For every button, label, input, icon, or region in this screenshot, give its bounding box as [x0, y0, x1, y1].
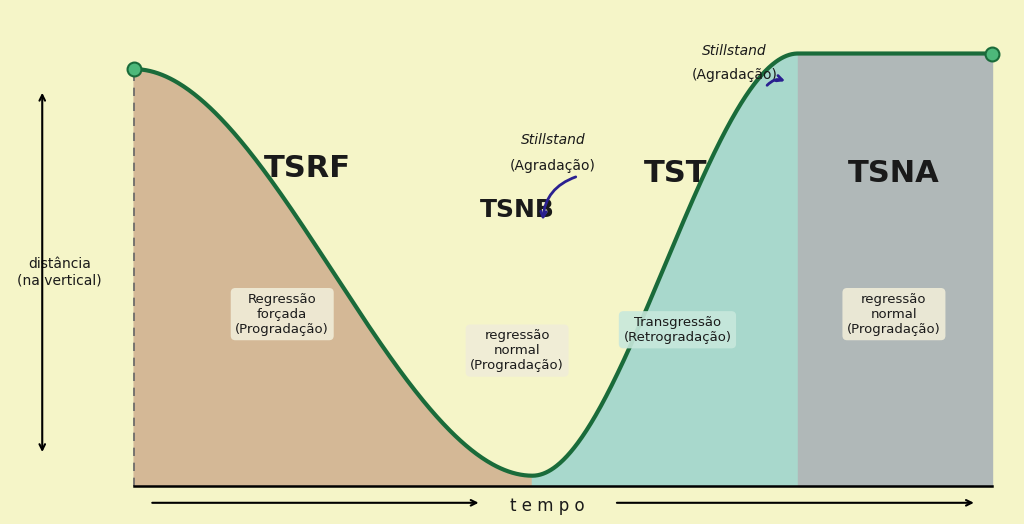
Text: distância
(na vertical): distância (na vertical) — [17, 257, 102, 288]
Text: regressão
normal
(Progradação): regressão normal (Progradação) — [847, 292, 941, 336]
Text: Transgressão
(Retrogradação): Transgressão (Retrogradação) — [624, 316, 731, 344]
Polygon shape — [134, 69, 534, 486]
Text: t e m p o: t e m p o — [510, 497, 585, 515]
Polygon shape — [532, 53, 798, 486]
Polygon shape — [798, 53, 992, 486]
Text: TST: TST — [644, 159, 708, 188]
Text: TSRF: TSRF — [264, 154, 351, 183]
Text: (Agradação): (Agradação) — [510, 159, 596, 172]
Text: TSNB: TSNB — [479, 198, 555, 222]
Text: Stillstand: Stillstand — [520, 133, 585, 147]
Text: TSNA: TSNA — [848, 159, 940, 188]
Text: regressão
normal
(Progradação): regressão normal (Progradação) — [470, 329, 564, 372]
Text: Stillstand: Stillstand — [702, 44, 767, 58]
Text: Regressão
forçada
(Progradação): Regressão forçada (Progradação) — [236, 292, 329, 336]
Text: (Agradação): (Agradação) — [691, 69, 777, 82]
